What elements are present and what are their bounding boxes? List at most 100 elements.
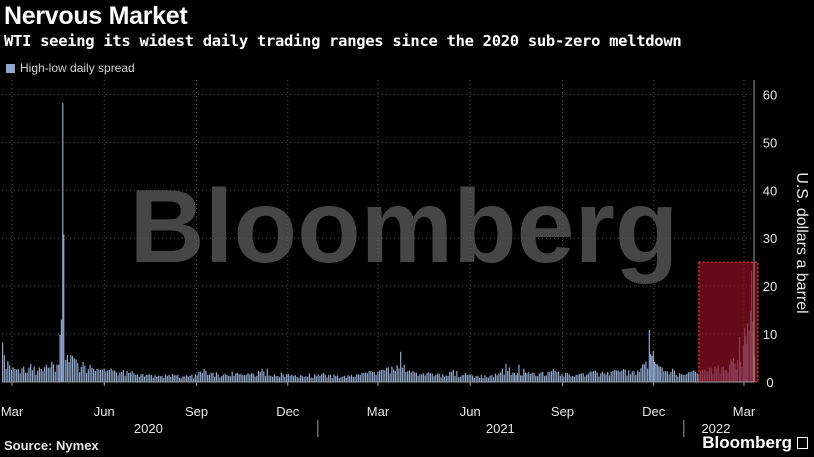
bar: [231, 371, 233, 382]
bar: [326, 377, 328, 382]
bar: [273, 374, 275, 382]
chart-icon: [797, 437, 808, 449]
bar: [457, 377, 460, 382]
y-tick-label: 50: [763, 135, 777, 150]
bar: [168, 374, 170, 382]
bar: [149, 374, 151, 382]
bar: [357, 374, 360, 382]
bar: [575, 374, 577, 382]
bar: [58, 364, 60, 382]
bar: [208, 374, 210, 382]
bar: [450, 371, 453, 382]
x-tick-label: Jun: [94, 404, 115, 419]
bar: [3, 355, 5, 382]
bar: [89, 364, 91, 382]
bar: [638, 371, 640, 382]
bar: [349, 376, 351, 382]
bar: [38, 367, 41, 382]
bar: [596, 372, 598, 382]
bar: [214, 377, 216, 382]
bar: [28, 367, 30, 382]
bar: [347, 375, 349, 382]
bar: [150, 375, 153, 382]
bar: [161, 375, 163, 382]
bar: [650, 353, 652, 382]
bar: [419, 374, 421, 382]
bar: [119, 372, 121, 382]
bar: [580, 373, 582, 382]
bar: [628, 370, 630, 382]
bar: [573, 376, 575, 382]
bar: [112, 370, 114, 382]
bar: [559, 375, 561, 382]
bar: [429, 373, 432, 382]
bar: [7, 360, 9, 382]
bar: [398, 368, 400, 382]
bar: [691, 371, 693, 382]
bar: [489, 375, 491, 382]
x-tick-label: Dec: [642, 404, 666, 419]
bar: [528, 372, 530, 382]
bar: [68, 362, 70, 382]
bar: [513, 372, 516, 382]
bar: [408, 370, 411, 382]
bar: [228, 375, 230, 382]
bar: [59, 334, 61, 382]
legend-swatch: [6, 63, 15, 73]
bar: [533, 372, 535, 382]
bar: [249, 374, 251, 382]
bar: [648, 329, 650, 382]
bar: [329, 374, 332, 382]
bar: [103, 368, 105, 382]
bar: [26, 372, 28, 382]
bar: [368, 371, 370, 382]
bar: [80, 366, 82, 382]
bar: [52, 364, 55, 382]
year-label: 2022: [701, 421, 730, 436]
bar: [14, 368, 16, 382]
bar: [524, 372, 526, 382]
bar: [389, 373, 391, 382]
bar: [94, 371, 96, 382]
bar: [468, 374, 470, 382]
bar: [579, 373, 581, 382]
bar: [428, 372, 430, 382]
bar: [235, 373, 237, 382]
bar: [294, 375, 296, 382]
bar: [386, 367, 388, 382]
bar: [647, 368, 649, 382]
year-label: 2021: [486, 421, 515, 436]
y-tick-label: 0: [766, 375, 773, 390]
bar: [319, 376, 321, 382]
bar: [387, 367, 389, 382]
bar: [550, 371, 553, 382]
bar: [400, 351, 402, 382]
bar: [210, 372, 212, 382]
bar: [312, 377, 314, 382]
bar: [117, 375, 119, 382]
bar: [608, 375, 611, 382]
bar: [477, 375, 479, 382]
bar: [447, 375, 449, 382]
bar: [257, 370, 260, 382]
bar: [245, 374, 247, 382]
bar: [277, 376, 279, 382]
bar: [140, 374, 142, 382]
bar: [217, 374, 219, 382]
bar: [475, 375, 477, 382]
bar: [424, 375, 426, 382]
bar: [384, 370, 386, 382]
y-axis-label: U.S. dollars a barrel: [793, 172, 810, 313]
bar: [633, 371, 635, 382]
bar: [686, 373, 688, 382]
bar: [494, 373, 497, 382]
bar: [431, 373, 433, 382]
bar: [224, 373, 226, 382]
bar: [19, 373, 21, 382]
bar: [284, 376, 286, 382]
bar: [561, 373, 563, 382]
bar: [440, 377, 442, 382]
bar: [110, 368, 112, 382]
bar: [31, 370, 34, 382]
bar: [582, 373, 584, 382]
